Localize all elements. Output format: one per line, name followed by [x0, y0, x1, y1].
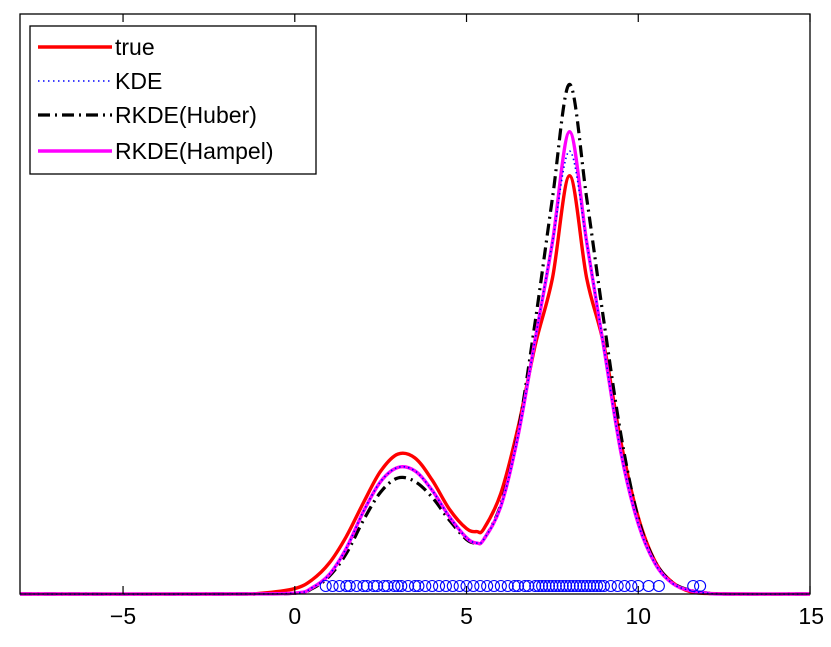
- sample-marker: [508, 579, 521, 593]
- sample-marker: [408, 579, 422, 593]
- sample-marker: [360, 579, 373, 593]
- x-tick-label: −5: [110, 603, 136, 629]
- sample-marker: [487, 579, 501, 593]
- legend-label: true: [115, 34, 155, 60]
- sample-marker: [388, 579, 401, 593]
- sample-marker: [642, 579, 655, 593]
- sample-marker: [446, 579, 459, 593]
- sample-marker: [573, 579, 586, 593]
- sample-marker: [611, 579, 624, 593]
- x-tick-label: 10: [625, 603, 651, 629]
- sample-marker: [570, 579, 583, 593]
- sample-marker: [580, 579, 593, 593]
- series-line-kde: [19, 150, 811, 595]
- sample-marker: [560, 579, 573, 593]
- sample-marker: [494, 579, 507, 593]
- sample-marker: [439, 579, 452, 593]
- sample-marker: [402, 579, 415, 593]
- legend-label: RKDE(Hampel): [115, 138, 273, 164]
- sample-marker: [542, 579, 556, 593]
- x-tick-label: 5: [460, 603, 473, 629]
- sample-marker: [319, 579, 332, 593]
- sample-marker: [566, 579, 580, 593]
- sample-marker: [501, 579, 514, 593]
- sample-marker: [378, 579, 391, 593]
- sample-marker: [518, 579, 531, 593]
- sample-marker: [511, 579, 525, 593]
- legend: true KDE RKDE(Huber) RKDE(Hampel): [29, 25, 317, 175]
- sample-marker: [481, 579, 494, 593]
- sample-marker: [536, 579, 549, 593]
- legend-label: RKDE(Huber): [115, 102, 257, 128]
- plot-frame: [19, 13, 811, 595]
- sample-marker: [652, 579, 665, 593]
- sample-marker: [539, 579, 552, 593]
- sample-marker: [432, 579, 446, 593]
- samples-layer: [319, 579, 707, 593]
- sample-marker: [340, 579, 353, 593]
- sample-marker: [419, 579, 432, 593]
- sample-marker: [453, 579, 466, 593]
- sample-marker: [522, 579, 535, 593]
- sample-marker: [687, 579, 700, 593]
- sample-marker: [556, 579, 569, 593]
- sample-marker: [343, 579, 356, 593]
- sample-marker: [371, 579, 384, 593]
- sample-marker: [333, 579, 346, 593]
- sample-marker: [467, 579, 480, 593]
- sample-marker: [549, 579, 562, 593]
- series-layer: [19, 82, 811, 596]
- x-axis-ticks: −5 0 5 10 15: [110, 14, 824, 629]
- sample-marker: [426, 579, 439, 593]
- sample-marker: [584, 579, 597, 593]
- sample-marker: [625, 579, 638, 593]
- sample-marker: [597, 579, 610, 593]
- x-tick-label: 15: [798, 603, 824, 629]
- sample-marker: [694, 579, 707, 593]
- sample-marker: [618, 579, 631, 593]
- sample-marker: [412, 579, 425, 593]
- sample-marker: [532, 579, 545, 593]
- sample-marker: [367, 579, 380, 593]
- sample-marker: [350, 579, 363, 593]
- sample-marker: [577, 579, 590, 593]
- sample-marker: [391, 579, 404, 593]
- sample-marker: [381, 579, 394, 593]
- sample-marker: [594, 579, 607, 593]
- sample-marker: [395, 579, 408, 593]
- sample-marker: [546, 579, 559, 593]
- sample-marker: [553, 579, 566, 593]
- sample-marker: [604, 579, 617, 593]
- legend-label: KDE: [115, 68, 162, 94]
- sample-marker: [357, 579, 370, 593]
- sample-marker: [326, 579, 339, 593]
- sample-marker: [529, 579, 542, 593]
- sample-marker: [474, 579, 487, 593]
- sample-marker: [587, 579, 600, 593]
- x-tick-label: 0: [288, 603, 301, 629]
- sample-marker: [590, 579, 604, 593]
- sample-marker: [563, 579, 576, 593]
